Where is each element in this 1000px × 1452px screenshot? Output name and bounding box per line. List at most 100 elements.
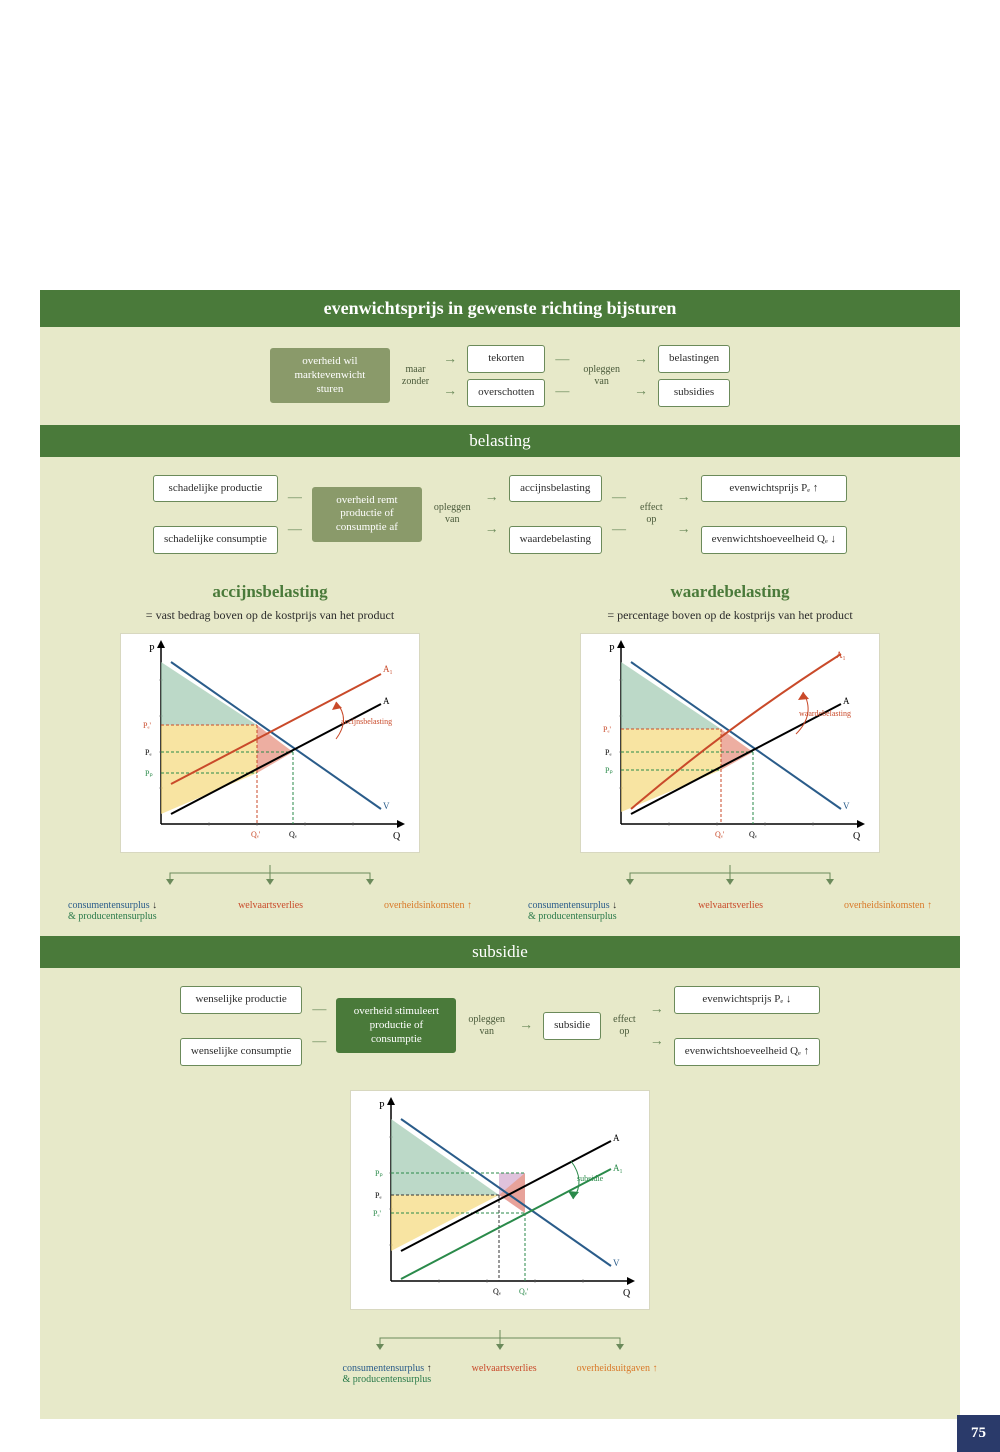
arrow-icon: → bbox=[517, 1018, 535, 1034]
svg-text:Qₑ: Qₑ bbox=[493, 1287, 501, 1296]
conn-opleggen-2: opleggen van bbox=[430, 502, 475, 526]
node-belastingen: belastingen bbox=[658, 345, 730, 373]
arrow-icon: → bbox=[632, 352, 650, 368]
arrow-merge-3: — — bbox=[610, 490, 628, 538]
node-tekorten: tekorten bbox=[467, 345, 545, 373]
col-effecten: evenwichtsprijs Pₑ ↑ evenwichtshoeveelhe… bbox=[701, 475, 847, 555]
split-arrows-icon bbox=[590, 863, 870, 887]
flow-overview: overheid wil marktevenwicht sturen maar … bbox=[40, 327, 960, 425]
eff-uitgaven: overheidsuitgaven ↑ bbox=[577, 1363, 658, 1385]
result-arrows-subsidie bbox=[40, 1328, 960, 1357]
svg-text:Pₑ': Pₑ' bbox=[603, 725, 612, 734]
svg-text:Pₑ': Pₑ' bbox=[143, 721, 152, 730]
col-wenselijk: wenselijke productie wenselijke consumpt… bbox=[180, 986, 303, 1066]
svg-text:V: V bbox=[613, 1258, 620, 1268]
eff-welvaart: welvaartsverlies bbox=[238, 900, 303, 922]
svg-text:waardebelasting: waardebelasting bbox=[799, 709, 851, 718]
svg-text:Pₑ': Pₑ' bbox=[373, 1209, 382, 1218]
eff-inkomsten: overheidsinkomsten ↑ bbox=[844, 900, 932, 922]
main-panel: evenwichtsprijs in gewenste richting bij… bbox=[40, 290, 960, 1419]
arrow-icon: — bbox=[286, 522, 304, 538]
subsidie-chart-row: P Q V A A₁ subsidie Pₚ Pₑ Pₑ' Qₑ Qₑ' bbox=[40, 1084, 960, 1326]
svg-text:Pₑ: Pₑ bbox=[375, 1191, 382, 1200]
col-waarde: waardebelasting = percentage boven op de… bbox=[500, 572, 960, 936]
svg-text:A₁: A₁ bbox=[383, 664, 393, 674]
arrow-split-5: → → bbox=[648, 1002, 666, 1050]
svg-text:Q: Q bbox=[853, 831, 861, 842]
arrow-split-2: → → bbox=[632, 352, 650, 400]
svg-text:P: P bbox=[379, 1101, 385, 1112]
col-tekorten: tekorten overschotten bbox=[467, 345, 545, 407]
sub-waarde: = percentage boven op de kostprijs van h… bbox=[520, 608, 940, 623]
eff-welvaart: welvaartsverlies bbox=[472, 1363, 537, 1385]
arrow-icon: → bbox=[441, 352, 459, 368]
arrow-icon: — bbox=[310, 1002, 328, 1018]
sub-accijns: = vast bedrag boven op de kostprijs van … bbox=[60, 608, 480, 623]
arrow-icon: — bbox=[553, 352, 571, 368]
arrow-merge-2: — — bbox=[286, 490, 304, 538]
node-hoeveelheid-daalt: evenwichtshoeveelheid Qₑ ↓ bbox=[701, 526, 847, 554]
chart-svg: P Q V A A₁ waardebelasting Pₑ' Pₑ Pₚ Qₑ'… bbox=[581, 634, 881, 854]
svg-text:A₁: A₁ bbox=[836, 650, 846, 660]
svg-text:A: A bbox=[613, 1133, 620, 1143]
chart-accijns: P Q V A A₁ accijnsbelasting Pₑ' Pₑ Pₚ Qₑ… bbox=[120, 633, 420, 853]
arrow-icon: — bbox=[286, 490, 304, 506]
col-belastingtype: accijnsbelasting waardebelasting bbox=[509, 475, 602, 555]
chart-svg: P Q V A A₁ subsidie Pₚ Pₑ Pₑ' Qₑ Qₑ' bbox=[351, 1091, 651, 1311]
svg-text:Qₑ: Qₑ bbox=[289, 830, 297, 839]
title-accijns: accijnsbelasting bbox=[60, 582, 480, 602]
arrow-icon: — bbox=[610, 522, 628, 538]
svg-text:Q: Q bbox=[623, 1288, 631, 1299]
main-header: evenwichtsprijs in gewenste richting bij… bbox=[40, 290, 960, 327]
node-wenselijke-productie: wenselijke productie bbox=[180, 986, 303, 1014]
result-arrows-accijns bbox=[60, 863, 480, 892]
node-schadelijke-consumptie: schadelijke consumptie bbox=[153, 526, 278, 554]
col-schadelijk: schadelijke productie schadelijke consum… bbox=[153, 475, 278, 555]
node-overheid-wil: overheid wil marktevenwicht sturen bbox=[270, 348, 390, 403]
arrow-icon: → bbox=[675, 490, 693, 506]
svg-text:subsidie: subsidie bbox=[577, 1174, 604, 1183]
arrow-merge-4: — — bbox=[310, 1002, 328, 1050]
node-schadelijke-productie: schadelijke productie bbox=[153, 475, 278, 503]
svg-text:V: V bbox=[843, 801, 850, 811]
arrow-split-1: → → bbox=[441, 352, 459, 400]
svg-text:P: P bbox=[149, 644, 155, 655]
svg-text:Pₚ: Pₚ bbox=[605, 766, 613, 775]
conn-effect-op: effect op bbox=[636, 502, 667, 526]
node-waarde: waardebelasting bbox=[509, 526, 602, 554]
conn-maar-zonder: maar zonder bbox=[398, 364, 433, 388]
eff-surplus: consumentensurplus ↓ & producentensurplu… bbox=[528, 900, 617, 922]
node-wenselijke-consumptie: wenselijke consumptie bbox=[180, 1038, 303, 1066]
svg-text:Qₑ: Qₑ bbox=[749, 830, 757, 839]
eff-surplus: consumentensurplus ↓ & producentensurplu… bbox=[68, 900, 157, 922]
svg-text:A: A bbox=[383, 696, 390, 706]
chart-svg: P Q V A A₁ accijnsbelasting Pₑ' Pₑ Pₚ Qₑ… bbox=[121, 634, 421, 854]
svg-text:Q: Q bbox=[393, 831, 401, 842]
result-arrows-waarde bbox=[520, 863, 940, 892]
svg-text:Pₚ: Pₚ bbox=[375, 1169, 383, 1178]
node-prijs-daalt: evenwichtsprijs Pₑ ↓ bbox=[674, 986, 820, 1014]
svg-text:V: V bbox=[383, 801, 390, 811]
eff-inkomsten: overheidsinkomsten ↑ bbox=[384, 900, 472, 922]
svg-text:Pₚ: Pₚ bbox=[145, 769, 153, 778]
node-subsidie: subsidie bbox=[543, 1012, 601, 1040]
arrow-icon: → bbox=[441, 384, 459, 400]
node-overheid-stimuleert: overheid stimuleert productie of consump… bbox=[336, 998, 456, 1053]
node-overschotten: overschotten bbox=[467, 379, 545, 407]
page: evenwichtsprijs in gewenste richting bij… bbox=[0, 0, 1000, 1419]
svg-text:A₁: A₁ bbox=[613, 1163, 623, 1173]
arrow-icon: — bbox=[610, 490, 628, 506]
effects-accijns: consumentensurplus ↓ & producentensurplu… bbox=[60, 896, 480, 926]
arrow-split-3: → → bbox=[483, 490, 501, 538]
flow-belasting: schadelijke productie schadelijke consum… bbox=[40, 457, 960, 573]
section-belasting: belasting bbox=[40, 425, 960, 457]
svg-text:accijnsbelasting: accijnsbelasting bbox=[341, 717, 392, 726]
svg-text:Qₑ': Qₑ' bbox=[251, 830, 261, 839]
title-waarde: waardebelasting bbox=[520, 582, 940, 602]
col-effecten-subsidie: evenwichtsprijs Pₑ ↓ evenwichtshoeveelhe… bbox=[674, 986, 820, 1066]
arrow-merge-1: — — bbox=[553, 352, 571, 400]
arrow-icon: — bbox=[310, 1034, 328, 1050]
chart-subsidie: P Q V A A₁ subsidie Pₚ Pₑ Pₑ' Qₑ Qₑ' bbox=[350, 1090, 650, 1310]
node-prijs-stijgt: evenwichtsprijs Pₑ ↑ bbox=[701, 475, 847, 503]
svg-text:Qₑ': Qₑ' bbox=[519, 1287, 529, 1296]
